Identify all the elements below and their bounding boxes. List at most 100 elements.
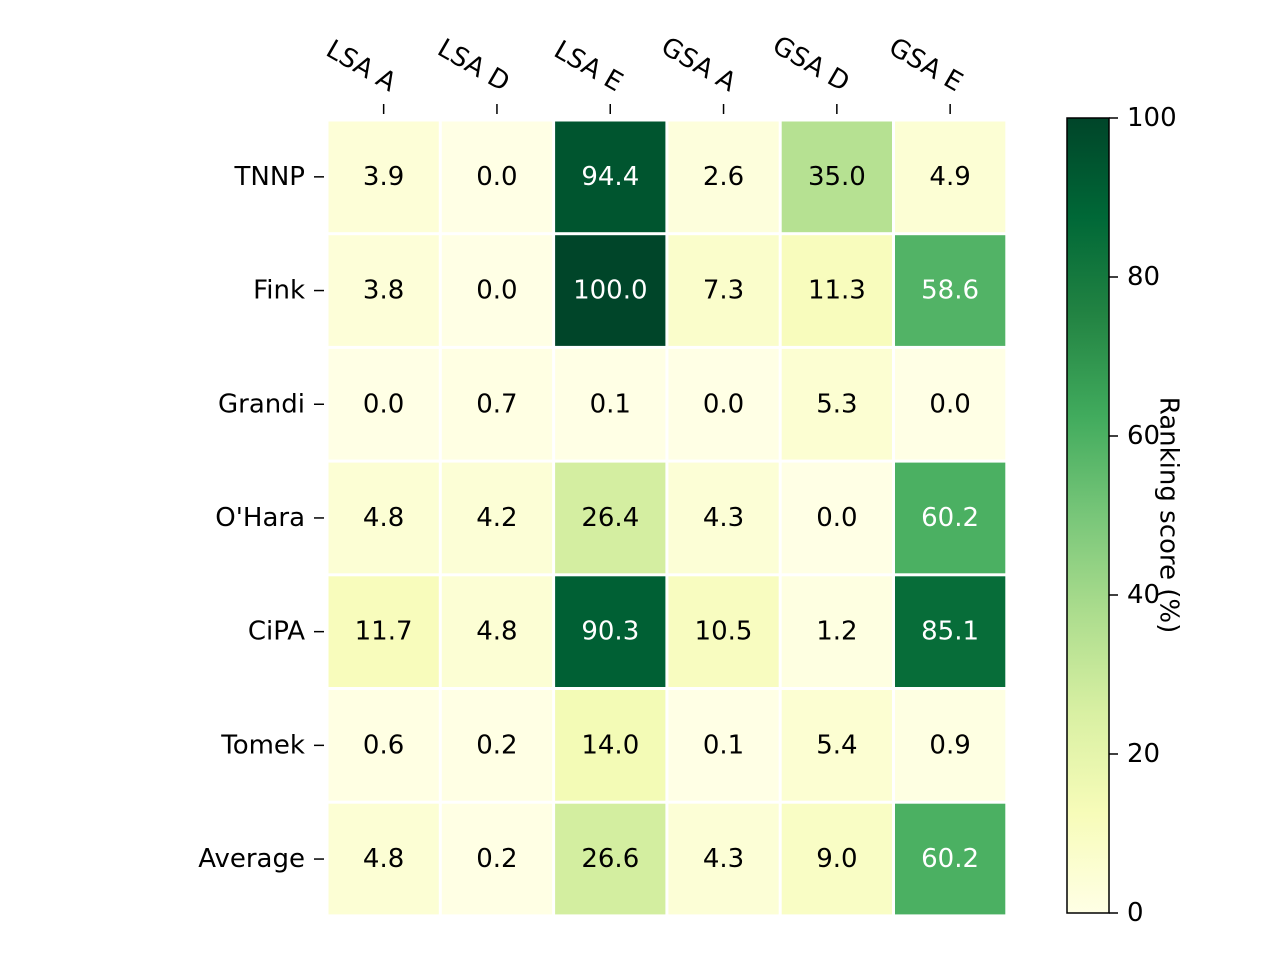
cell-value-label: 90.3 bbox=[581, 617, 639, 647]
cell-value-label: 0.7 bbox=[476, 389, 517, 419]
heatmap-cell bbox=[328, 121, 439, 233]
y-tick-label: Fink bbox=[253, 276, 305, 306]
cell-value-label: 4.3 bbox=[703, 503, 744, 533]
heatmap-cell bbox=[328, 803, 439, 915]
y-axis-ticks: TNNP Fink Grandi O'Hara CiPA Tomek Average bbox=[198, 162, 324, 874]
cell-value-label: 10.5 bbox=[695, 617, 753, 647]
heatmap-cell bbox=[555, 462, 666, 574]
heatmap-cell bbox=[441, 803, 553, 915]
heatmap-cell bbox=[441, 462, 553, 574]
colorbar-tick-label: 20 bbox=[1127, 739, 1160, 769]
heatmap-cell bbox=[668, 690, 779, 801]
heatmap-cell bbox=[895, 235, 1006, 346]
cell-value-label: 0.2 bbox=[476, 730, 517, 760]
heatmap-cell bbox=[441, 690, 553, 801]
x-axis-ticks: LSA A LSA D LSA E GSA A GSA D GSA E bbox=[321, 30, 968, 114]
heatmap-cell bbox=[441, 235, 553, 346]
heatmap-cell bbox=[895, 121, 1006, 233]
colorbar: 0 20 40 60 80 100 Ranking score (%) bbox=[1066, 103, 1184, 928]
cell-value-label: 5.4 bbox=[816, 730, 857, 760]
heatmap-cell bbox=[668, 462, 779, 574]
heatmap-cell bbox=[555, 803, 666, 915]
heatmap-cell bbox=[668, 121, 779, 233]
heatmap-cell bbox=[895, 803, 1006, 915]
heatmap-cell bbox=[555, 348, 666, 460]
cell-value-label: 0.9 bbox=[929, 730, 970, 760]
colorbar-ticks: 0 20 40 60 80 100 bbox=[1109, 103, 1177, 928]
heatmap-cell bbox=[555, 690, 666, 801]
cell-value-label: 11.3 bbox=[808, 276, 866, 306]
cell-value-label: 0.2 bbox=[476, 844, 517, 874]
heatmap-cell bbox=[441, 121, 553, 233]
colorbar-tick-label: 80 bbox=[1127, 262, 1160, 292]
heatmap-cell bbox=[895, 348, 1006, 460]
heatmap-cell bbox=[328, 348, 439, 460]
heatmap-cell bbox=[781, 576, 892, 687]
cell-value-label: 0.1 bbox=[703, 730, 744, 760]
heatmap-cell bbox=[781, 690, 892, 801]
y-tick-label: Grandi bbox=[218, 389, 305, 419]
x-tick-label: LSA E bbox=[549, 35, 628, 98]
cell-value-label: 26.6 bbox=[581, 844, 639, 874]
cell-value-label: 14.0 bbox=[581, 730, 639, 760]
heatmap-cell bbox=[781, 121, 892, 233]
cell-value-label: 3.9 bbox=[363, 162, 404, 192]
heatmap-cell bbox=[328, 690, 439, 801]
heatmap-cell bbox=[668, 235, 779, 346]
colorbar-title: Ranking score (%) bbox=[1154, 397, 1184, 634]
cell-value-label: 0.6 bbox=[363, 730, 404, 760]
cell-value-label: 60.2 bbox=[921, 503, 979, 533]
heatmap-cell bbox=[328, 235, 439, 346]
heatmap-cell bbox=[441, 576, 553, 687]
x-tick-label: GSA E bbox=[884, 32, 968, 98]
heatmap-cell bbox=[555, 235, 666, 346]
heatmap-cell bbox=[441, 348, 553, 460]
x-tick-label: LSA A bbox=[321, 34, 401, 98]
cell-value-label: 4.9 bbox=[929, 162, 970, 192]
cell-value-label: 85.1 bbox=[921, 617, 979, 647]
heatmap-cell bbox=[328, 576, 439, 687]
cell-value-label: 0.0 bbox=[476, 162, 517, 192]
cell-value-label: 60.2 bbox=[921, 844, 979, 874]
x-tick-label: GSA D bbox=[767, 30, 854, 98]
cell-value-label: 11.7 bbox=[355, 617, 413, 647]
cell-value-label: 4.2 bbox=[476, 503, 517, 533]
colorbar-tick-label: 60 bbox=[1127, 421, 1160, 451]
heatmap-cell bbox=[895, 576, 1006, 687]
heatmap-cell bbox=[555, 576, 666, 687]
heatmap-cell bbox=[781, 235, 892, 346]
cell-value-label: 4.8 bbox=[363, 503, 404, 533]
heatmap-cell bbox=[781, 803, 892, 915]
colorbar-gradient bbox=[1066, 117, 1110, 914]
heatmap-cell bbox=[668, 576, 779, 687]
cell-value-label: 26.4 bbox=[581, 503, 639, 533]
colorbar-tick-label: 0 bbox=[1127, 898, 1144, 928]
y-tick-label: Tomek bbox=[220, 730, 305, 760]
y-tick-label: Average bbox=[198, 844, 305, 874]
cell-value-label: 0.0 bbox=[816, 503, 857, 533]
heatmap-cell bbox=[668, 348, 779, 460]
cell-value-label: 2.6 bbox=[703, 162, 744, 192]
y-tick-label: CiPA bbox=[248, 617, 305, 647]
cell-value-label: 3.8 bbox=[363, 276, 404, 306]
heatmap-cell bbox=[895, 690, 1006, 801]
cell-value-label: 0.0 bbox=[363, 389, 404, 419]
cell-value-label: 0.0 bbox=[476, 276, 517, 306]
y-tick-label: TNNP bbox=[234, 162, 305, 192]
heatmap-cell bbox=[895, 462, 1006, 574]
heatmap-cell bbox=[668, 803, 779, 915]
cell-value-label: 0.0 bbox=[929, 389, 970, 419]
cell-value-label: 1.2 bbox=[816, 617, 857, 647]
cell-value-label: 4.3 bbox=[703, 844, 744, 874]
heatmap-cell bbox=[781, 462, 892, 574]
cell-value-label: 100.0 bbox=[573, 276, 647, 306]
cell-value-label: 9.0 bbox=[816, 844, 857, 874]
cell-value-label: 35.0 bbox=[808, 162, 866, 192]
cell-value-label: 7.3 bbox=[703, 276, 744, 306]
x-tick-label: GSA A bbox=[656, 32, 741, 99]
heatmap-cell bbox=[555, 121, 666, 233]
x-tick-label: LSA D bbox=[432, 33, 514, 98]
y-tick-label: O'Hara bbox=[215, 503, 305, 533]
cell-value-label: 0.0 bbox=[703, 389, 744, 419]
